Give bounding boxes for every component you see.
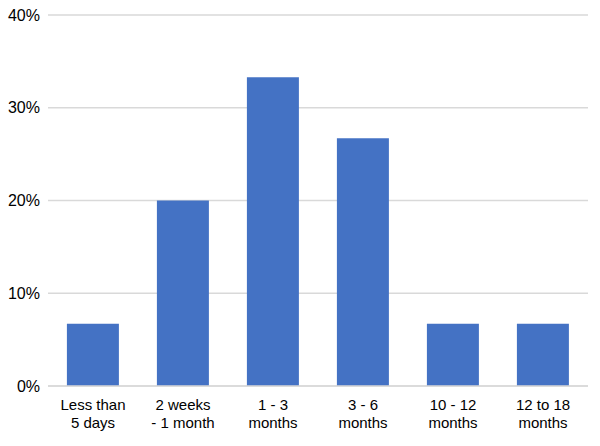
svg-text:3 - 6months: 3 - 6months xyxy=(338,396,387,431)
svg-text:10%: 10% xyxy=(8,285,40,302)
svg-text:Less than5 days: Less than5 days xyxy=(60,396,125,431)
svg-text:12 to 18months: 12 to 18months xyxy=(516,396,570,431)
svg-text:0%: 0% xyxy=(17,378,40,395)
svg-text:1 - 3months: 1 - 3months xyxy=(248,396,297,431)
svg-text:10 - 12months: 10 - 12months xyxy=(428,396,477,431)
svg-text:2 weeks- 1 month: 2 weeks- 1 month xyxy=(151,396,214,431)
svg-text:30%: 30% xyxy=(8,99,40,116)
svg-text:40%: 40% xyxy=(8,7,40,24)
svg-text:20%: 20% xyxy=(8,192,40,209)
